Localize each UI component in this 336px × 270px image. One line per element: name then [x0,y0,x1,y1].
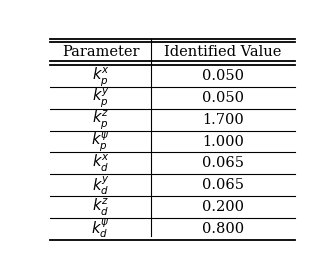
Text: 1.700: 1.700 [202,113,244,127]
Text: 0.200: 0.200 [202,200,244,214]
Text: 0.050: 0.050 [202,91,244,105]
Text: Parameter: Parameter [62,45,139,59]
Text: 0.065: 0.065 [202,156,244,170]
Text: $k_d^y$: $k_d^y$ [92,174,110,197]
Text: Identified Value: Identified Value [164,45,282,59]
Text: 0.065: 0.065 [202,178,244,192]
Text: 0.050: 0.050 [202,69,244,83]
Text: $k_p^y$: $k_p^y$ [92,86,110,109]
Text: $k_d^x$: $k_d^x$ [92,153,110,174]
Text: 0.800: 0.800 [202,222,244,236]
Text: 1.000: 1.000 [202,134,244,149]
Text: $k_d^{\psi}$: $k_d^{\psi}$ [91,218,110,240]
Text: $k_p^x$: $k_p^x$ [92,65,110,87]
Text: $k_d^z$: $k_d^z$ [92,197,109,218]
Text: $k_p^z$: $k_p^z$ [92,108,109,131]
Text: $k_p^{\psi}$: $k_p^{\psi}$ [91,130,110,153]
